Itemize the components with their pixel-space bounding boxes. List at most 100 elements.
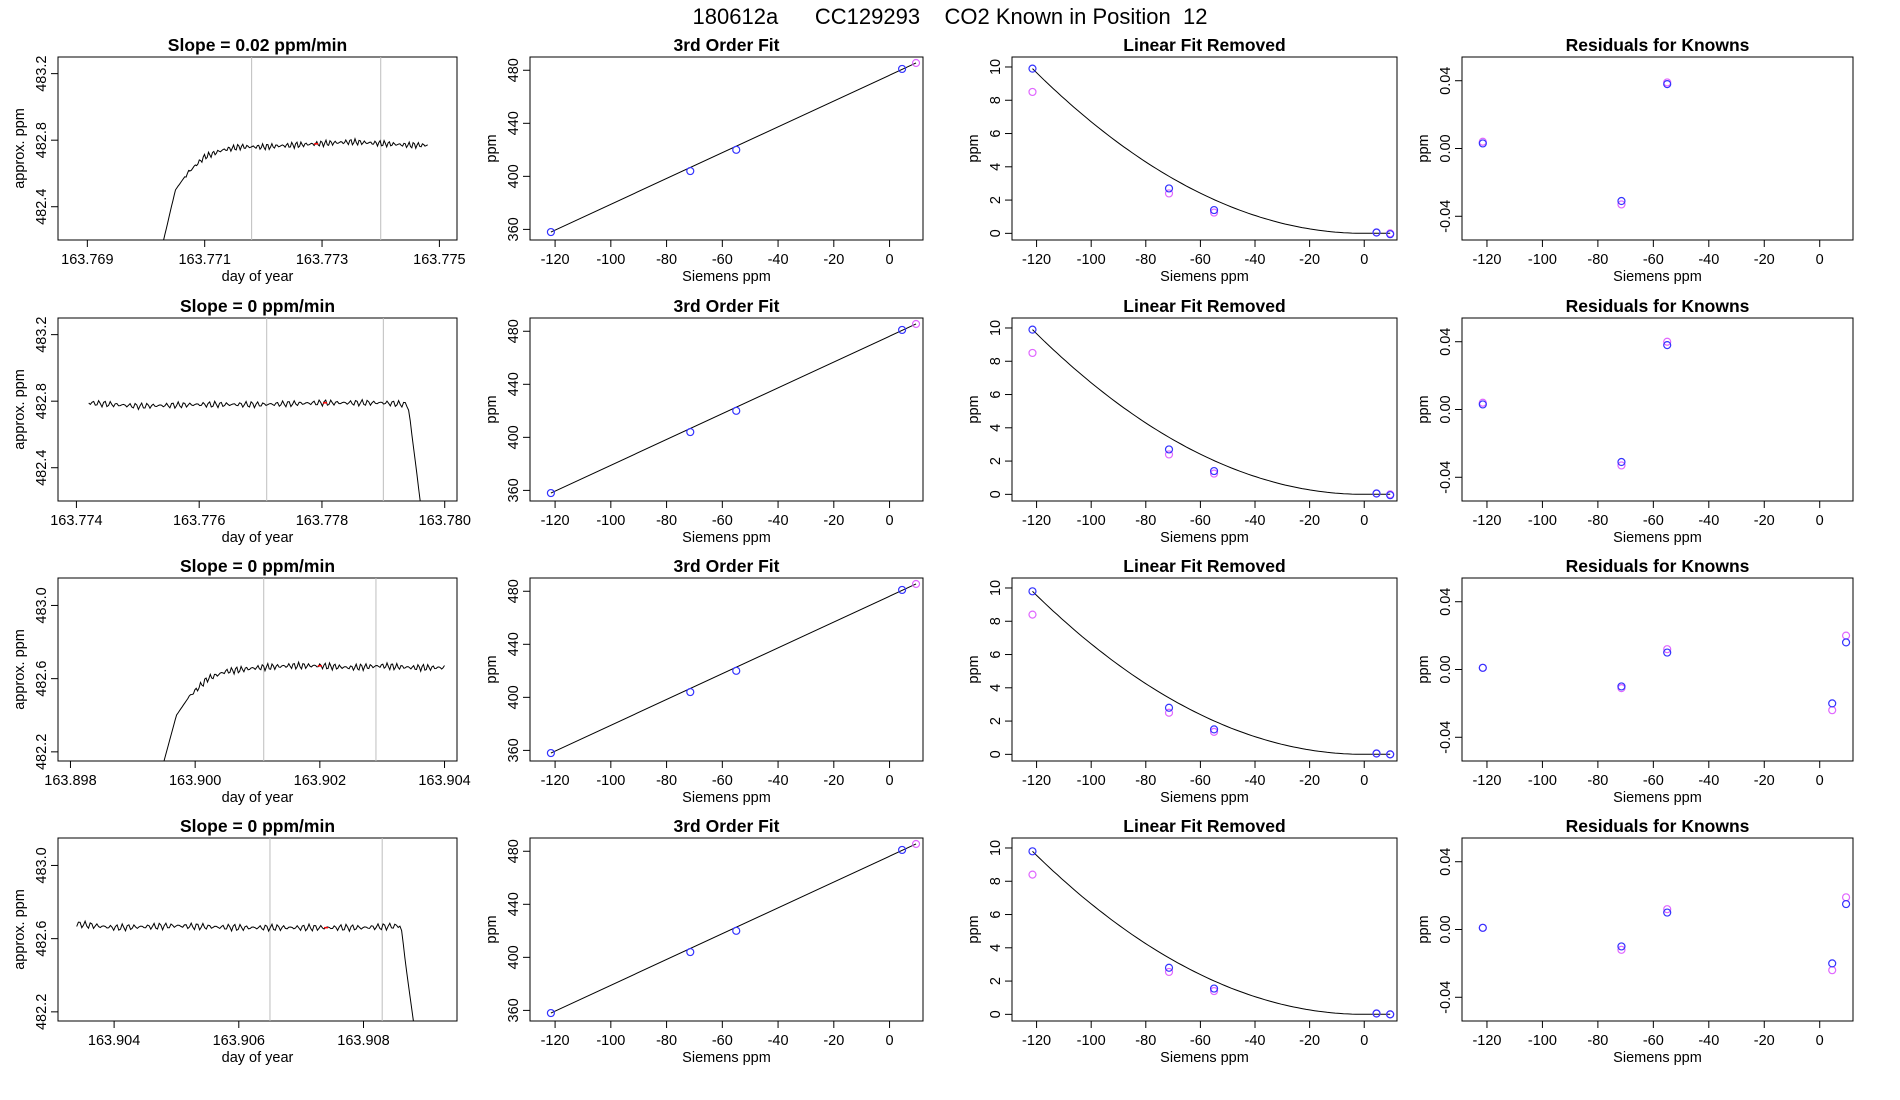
data-point xyxy=(911,579,921,589)
x-tick-label: -40 xyxy=(1245,513,1266,529)
x-axis-label: day of year xyxy=(222,1050,294,1066)
x-tick-label: -80 xyxy=(656,513,677,529)
x-tick-label: 0 xyxy=(1360,773,1368,789)
plot-frame xyxy=(529,317,924,502)
plot-area xyxy=(163,578,445,761)
data-point xyxy=(1209,205,1219,215)
data-point xyxy=(1386,750,1395,759)
x-tick-label: 163.778 xyxy=(296,513,348,529)
data-point xyxy=(1028,610,1037,619)
data-point xyxy=(1028,587,1037,596)
y-axis-label: approx. ppm xyxy=(12,889,28,970)
data-point xyxy=(1209,469,1219,478)
data-point xyxy=(1028,870,1037,879)
panel-title: Linear Fit Removed xyxy=(1123,35,1285,55)
x-tick-label: -40 xyxy=(1698,1033,1719,1049)
x-tick-label: 0 xyxy=(1360,513,1368,529)
x-tick-label: 163.776 xyxy=(173,513,225,529)
data-point xyxy=(1164,184,1174,193)
x-tick-label: -100 xyxy=(596,1033,625,1049)
y-tick-label: 8 xyxy=(988,617,1004,625)
y-tick-label: 480 xyxy=(506,839,522,863)
x-axis-label: day of year xyxy=(222,790,294,806)
y-axis-label: ppm xyxy=(966,915,982,943)
y-tick-label: -0.04 xyxy=(1438,461,1454,494)
panel-2-4: Residuals for Knowns -120 -100 -80 -60 -40 -20… xyxy=(1416,296,1854,546)
data-point xyxy=(546,227,556,237)
data-trace xyxy=(76,919,414,1021)
x-tick-label: -100 xyxy=(1077,252,1106,268)
panel-1-4: Residuals for Knowns -120 -100 -80 -60 -40 -20… xyxy=(1416,35,1854,285)
y-tick-label: 400 xyxy=(506,425,522,449)
x-tick-label: -120 xyxy=(1472,773,1501,789)
data-point xyxy=(1209,984,1219,993)
y-tick-label: 0.00 xyxy=(1438,915,1454,943)
x-tick-label: -40 xyxy=(1698,773,1719,789)
y-tick-label: 482.2 xyxy=(34,734,50,770)
x-tick-label: -120 xyxy=(1022,513,1051,529)
y-axis-label: approx. ppm xyxy=(12,369,28,450)
x-tick-label: 163.904 xyxy=(418,773,470,789)
panel-title: 3rd Order Fit xyxy=(674,296,780,316)
x-tick-label: -60 xyxy=(1643,513,1664,529)
x-tick-label: -40 xyxy=(768,773,789,789)
x-tick-label: -80 xyxy=(1587,773,1608,789)
data-point xyxy=(1663,337,1672,346)
panel-title: 3rd Order Fit xyxy=(674,35,780,55)
x-tick-label: -120 xyxy=(1022,773,1051,789)
y-tick-label: 0.00 xyxy=(1438,134,1454,162)
data-point xyxy=(1164,189,1174,198)
data-point xyxy=(1478,139,1487,148)
x-tick-label: -20 xyxy=(1299,513,1320,529)
plot-frame xyxy=(1461,317,1854,502)
data-point xyxy=(1828,706,1837,715)
y-tick-label: 4 xyxy=(988,944,1004,952)
y-tick-label: 6 xyxy=(988,650,1004,658)
data-point xyxy=(1209,986,1219,996)
panel-title: Residuals for Knowns xyxy=(1566,35,1750,55)
data-point xyxy=(1841,899,1851,909)
y-tick-label: 360 xyxy=(506,738,522,762)
x-axis-label: Siemens ppm xyxy=(1613,1050,1702,1066)
x-tick-label: 0 xyxy=(1816,252,1824,268)
y-tick-label: 4 xyxy=(988,684,1004,692)
x-tick-label: -120 xyxy=(541,513,570,529)
x-tick-label: -100 xyxy=(1077,1033,1106,1049)
x-axis-label: Siemens ppm xyxy=(682,269,771,285)
y-tick-label: 0.00 xyxy=(1438,655,1454,683)
x-tick-label: 0 xyxy=(1816,513,1824,529)
data-point xyxy=(1841,638,1851,647)
x-tick-label: -120 xyxy=(1472,513,1501,529)
plot-area xyxy=(76,838,414,1021)
data-point xyxy=(1841,631,1851,640)
data-point xyxy=(1372,1009,1381,1018)
y-tick-label: 8 xyxy=(988,877,1004,885)
panel-4-3: Linear Fit Removed -120 -100 -80 -60 -40 -20 0 S… xyxy=(966,816,1398,1066)
x-tick-label: -40 xyxy=(1245,252,1266,268)
y-tick-label: 0 xyxy=(988,490,1004,498)
panel-title: Residuals for Knowns xyxy=(1566,556,1750,576)
x-tick-label: 163.771 xyxy=(178,252,230,268)
data-point xyxy=(1164,445,1174,454)
y-tick-label: 8 xyxy=(988,357,1004,365)
x-tick-label: -100 xyxy=(1077,513,1106,529)
data-point xyxy=(1386,1010,1395,1019)
y-tick-label: 4 xyxy=(988,424,1004,432)
data-point xyxy=(1828,966,1837,975)
x-tick-label: -60 xyxy=(1190,773,1211,789)
panel-1-3: Linear Fit Removed -120 -100 -80 -60 -40 -20 0 S… xyxy=(966,35,1398,285)
y-axis-label: ppm xyxy=(1416,395,1432,423)
x-axis-label: Siemens ppm xyxy=(1160,530,1249,546)
x-tick-label: 0 xyxy=(886,513,894,529)
plot-area xyxy=(1028,587,1395,759)
x-tick-label: 163.902 xyxy=(294,773,346,789)
plot-area xyxy=(1028,64,1395,239)
data-point xyxy=(1663,905,1672,914)
x-axis-label: Siemens ppm xyxy=(1613,790,1702,806)
data-point xyxy=(1663,648,1672,657)
x-tick-label: 0 xyxy=(1360,252,1368,268)
data-point xyxy=(1372,228,1381,237)
y-tick-label: 0.04 xyxy=(1438,67,1454,95)
data-point xyxy=(1828,959,1837,968)
y-tick-label: 482.6 xyxy=(34,921,50,957)
